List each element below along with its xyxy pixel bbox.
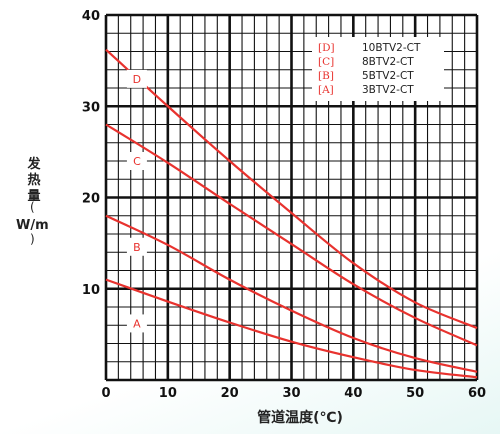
legend-entry: 5BTV2-CT xyxy=(362,70,414,82)
tick-labels: 0 10 20 30 40 50 60 10 20 30 40 xyxy=(82,9,486,401)
y-axis-label-char-3: 量 xyxy=(27,189,41,204)
x-tick-label: 10 xyxy=(159,386,177,401)
legend-tag: [A] xyxy=(318,84,334,96)
legend-tag: [B] xyxy=(318,70,334,82)
legend-box xyxy=(312,37,444,101)
x-tick-label: 50 xyxy=(406,386,424,401)
legend-entry: 10BTV2-CT xyxy=(362,42,421,54)
legend-entry: 8BTV2-CT xyxy=(362,56,414,68)
series-marker-label: A xyxy=(133,317,141,330)
y-axis-label-char-2: 热 xyxy=(27,173,41,188)
x-tick-label: 20 xyxy=(221,386,239,401)
y-tick-label: 40 xyxy=(82,9,100,24)
y-axis-label-char-1: 发 xyxy=(27,157,41,172)
y-tick-label: 30 xyxy=(82,100,100,115)
series-marker-box xyxy=(126,69,147,88)
series-marker-label: C xyxy=(133,155,141,168)
x-tick-label: 40 xyxy=(344,386,362,401)
x-tick-label: 30 xyxy=(282,386,300,401)
x-tick-label: 0 xyxy=(101,386,110,401)
legend: [D] 10BTV2-CT [C] 8BTV2-CT [B] 5BTV2-CT [A] 3BT… xyxy=(312,37,444,101)
y-axis-label-paren-open: ( xyxy=(30,200,35,214)
series-line-a xyxy=(105,278,478,379)
legend-tag: [C] xyxy=(318,56,334,68)
series-marker-box xyxy=(126,152,147,170)
series-line-b xyxy=(105,214,478,373)
y-axis-label-unit: W/m xyxy=(16,218,49,233)
series-marker-box xyxy=(126,314,147,333)
series-lines xyxy=(105,48,478,379)
y-axis-label-paren-close: ) xyxy=(30,232,35,246)
y-tick-label: 20 xyxy=(82,192,100,207)
series-markers: D C B A xyxy=(126,69,147,333)
x-axis-label: 管道温度(℃) xyxy=(257,410,343,426)
legend-entry: 3BTV2-CT xyxy=(362,84,414,96)
y-tick-label: 10 xyxy=(82,283,100,298)
x-tick-label: 60 xyxy=(468,386,486,401)
series-marker-label: B xyxy=(133,241,141,254)
series-line-c xyxy=(105,123,478,347)
series-marker-label: D xyxy=(133,73,141,86)
legend-tag: [D] xyxy=(318,42,335,54)
series-marker-box xyxy=(126,237,147,256)
series-line-d xyxy=(105,48,478,330)
